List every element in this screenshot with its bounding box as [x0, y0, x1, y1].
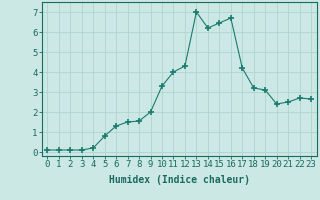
- X-axis label: Humidex (Indice chaleur): Humidex (Indice chaleur): [109, 175, 250, 185]
